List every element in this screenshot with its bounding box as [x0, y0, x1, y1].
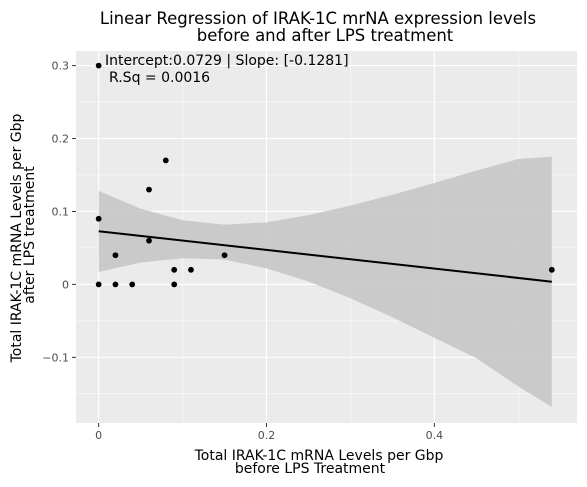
data-point [171, 266, 178, 273]
confidence-band-layer [98, 156, 552, 407]
regression-line-layer [98, 230, 552, 283]
y-axis-subtitle: after LPS treatment [22, 166, 38, 304]
x-axis-ticks: 0 0.2 0.4 [95, 423, 443, 442]
data-points [95, 62, 555, 288]
data-point [146, 186, 152, 193]
annotation-r-squared: R.Sq = 0.0016 [109, 70, 210, 86]
data-point [129, 281, 136, 288]
data-point [221, 252, 228, 259]
y-axis-ticks: −0.1 0 0.1 0.2 0.3 [42, 60, 76, 364]
data-point [95, 281, 102, 288]
annotation-intercept-slope: Intercept:0.0729 | Slope: [-0.1281] [105, 53, 349, 69]
data-point [548, 266, 555, 273]
x-tick-label: 0.4 [426, 429, 444, 442]
data-point [188, 266, 194, 273]
y-axis-title: Total IRAK-1C mRNA Levels per Gbp [9, 113, 25, 363]
chart-title: Linear Regression of IRAK-1C mrNA expres… [100, 9, 536, 28]
y-tick-label: 0.2 [52, 133, 70, 146]
x-axis-subtitle: before LPS Treatment [235, 461, 386, 477]
data-point [95, 215, 102, 222]
data-point [112, 281, 119, 288]
data-point [162, 157, 169, 164]
x-tick-label: 0.2 [258, 429, 276, 442]
data-point [112, 252, 119, 259]
x-tick-label: 0 [95, 429, 102, 442]
data-point [95, 62, 102, 69]
y-tick-label: −0.1 [42, 351, 69, 364]
y-tick-label: 0.1 [52, 205, 70, 218]
y-tick-label: 0.3 [52, 60, 70, 73]
data-point [146, 237, 152, 244]
chart-subtitle: before and after LPS treatment [197, 26, 454, 45]
y-tick-label: 0 [62, 278, 69, 291]
regression-line [98, 230, 552, 283]
confidence-band [98, 156, 552, 407]
data-point [171, 281, 178, 288]
x-axis-title: Total IRAK-1C mRNA Levels per Gbp [194, 448, 444, 464]
